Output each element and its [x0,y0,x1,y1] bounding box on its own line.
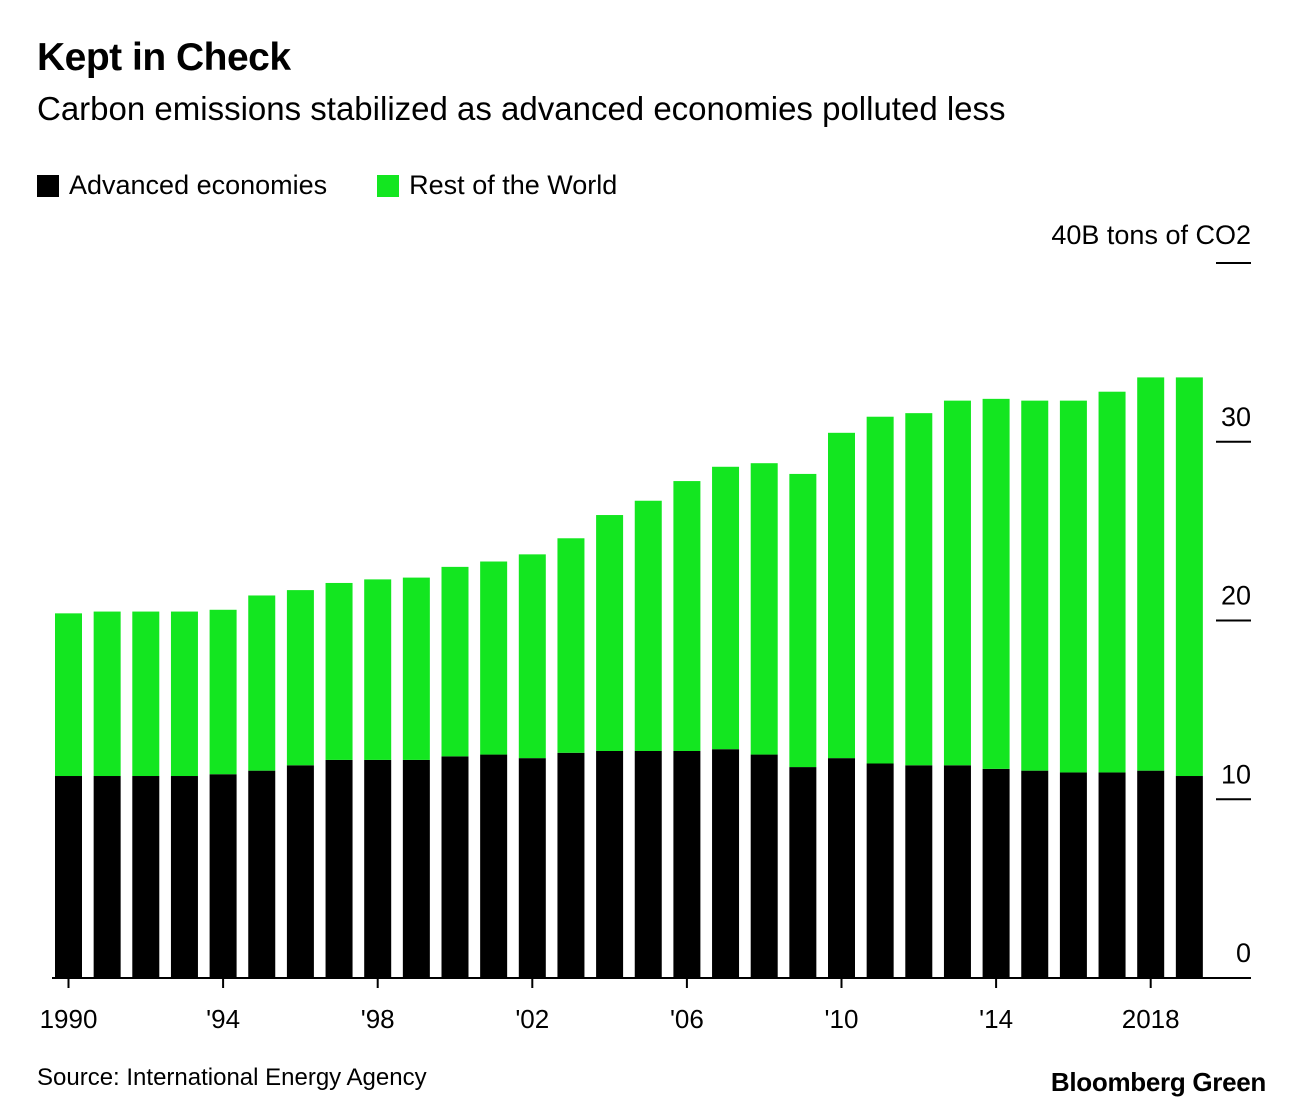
bar-rest-of-world-2014 [982,398,1010,769]
legend-swatch-rest-of-world [377,174,400,197]
bar-advanced-2018 [1137,770,1165,978]
bar-rest-of-world-1995 [248,595,276,771]
bar-rest-of-world-2013 [943,400,971,766]
bar-advanced-2001 [480,754,508,978]
bar-advanced-1997 [325,759,353,978]
bar-advanced-2005 [634,750,662,978]
bar-rest-of-world-2008 [750,463,778,755]
bar-rest-of-world-1997 [325,582,353,760]
bar-advanced-1990 [55,776,82,978]
bar-advanced-2013 [943,765,971,978]
legend-label-rest-of-world: Rest of the World [409,170,618,200]
bar-advanced-2014 [982,768,1010,978]
bar-rest-of-world-2004 [596,515,624,751]
bar-rest-of-world-1999 [402,577,430,760]
bar-rest-of-world-2010 [828,432,855,759]
chart-subtitle: Carbon emissions stabilized as advanced … [37,90,1006,127]
bar-advanced-2012 [905,765,933,978]
bar-rest-of-world-2005 [634,500,662,751]
brand-logo: Bloomberg Green [1050,1067,1266,1097]
y-tick-label-10: 10 [1221,759,1251,789]
bar-advanced-1995 [248,770,276,978]
x-tick-label-1990: 1990 [40,1004,98,1034]
x-tick-label-2006: '06 [670,1004,704,1034]
y-tick-label-0: 0 [1236,938,1251,968]
bar-advanced-2004 [596,750,624,978]
chart-legend: Advanced economies Rest of the World [37,170,667,201]
bar-rest-of-world-2015 [1021,400,1049,771]
bar-advanced-2016 [1059,772,1087,978]
chart-title: Kept in Check [37,36,291,79]
bar-rest-of-world-2016 [1059,400,1087,773]
bar-advanced-2015 [1021,770,1049,978]
x-tick-label-1998: '98 [361,1004,395,1034]
legend-item-rest-of-world: Rest of the World [377,170,617,201]
legend-swatch-advanced [37,174,59,197]
bar-advanced-2008 [750,754,778,978]
bar-advanced-2017 [1098,772,1126,978]
bar-rest-of-world-2001 [480,561,508,755]
bar-advanced-2002 [518,758,546,978]
x-tick-label-2010: '10 [825,1004,859,1034]
bar-advanced-2009 [789,767,817,978]
bar-rest-of-world-1994 [209,609,237,775]
bar-advanced-1991 [93,776,121,978]
legend-label-advanced: Advanced economies [69,170,328,200]
bar-rest-of-world-2006 [673,481,701,751]
bar-rest-of-world-1993 [170,611,198,777]
bar-rest-of-world-2002 [518,554,546,759]
bar-advanced-2007 [712,749,740,978]
bar-rest-of-world-1992 [132,611,160,777]
bar-advanced-1998 [364,759,392,978]
bar-advanced-1996 [286,765,314,978]
y-axis-unit-label: 40B tons of CO2 [1051,220,1251,250]
bar-rest-of-world-2000 [441,566,469,757]
bar-advanced-2000 [441,756,469,978]
x-tick-label-2002: '02 [515,1004,549,1034]
bar-advanced-2010 [828,758,855,978]
bar-rest-of-world-1996 [286,590,314,766]
bar-advanced-2003 [557,752,585,978]
x-tick-label-1994: '94 [206,1004,240,1034]
bar-advanced-1994 [209,774,237,978]
bar-rest-of-world-1990 [55,613,82,777]
x-tick-label-2014: '14 [979,1004,1013,1034]
bar-advanced-2006 [673,750,701,978]
source-note: Source: International Energy Agency [37,1064,427,1091]
bar-advanced-1999 [402,759,430,978]
bar-advanced-1992 [132,776,160,978]
bar-rest-of-world-1998 [364,579,392,760]
bar-advanced-1993 [170,776,198,978]
legend-item-advanced: Advanced economies [37,170,327,201]
bar-rest-of-world-2012 [905,413,933,766]
y-tick-label-30: 30 [1221,402,1251,432]
bar-rest-of-world-2009 [789,473,817,768]
bar-rest-of-world-2019 [1175,377,1203,777]
x-tick-label-2018: 2018 [1122,1004,1180,1034]
bar-rest-of-world-2018 [1137,377,1165,771]
bar-rest-of-world-2003 [557,538,585,753]
bar-rest-of-world-2017 [1098,391,1126,773]
bar-rest-of-world-2011 [866,416,894,764]
bar-rest-of-world-2007 [712,466,740,750]
y-tick-label-20: 20 [1221,581,1251,611]
bar-rest-of-world-1991 [93,611,121,777]
bar-advanced-2019 [1175,776,1203,978]
bar-advanced-2011 [866,763,894,978]
